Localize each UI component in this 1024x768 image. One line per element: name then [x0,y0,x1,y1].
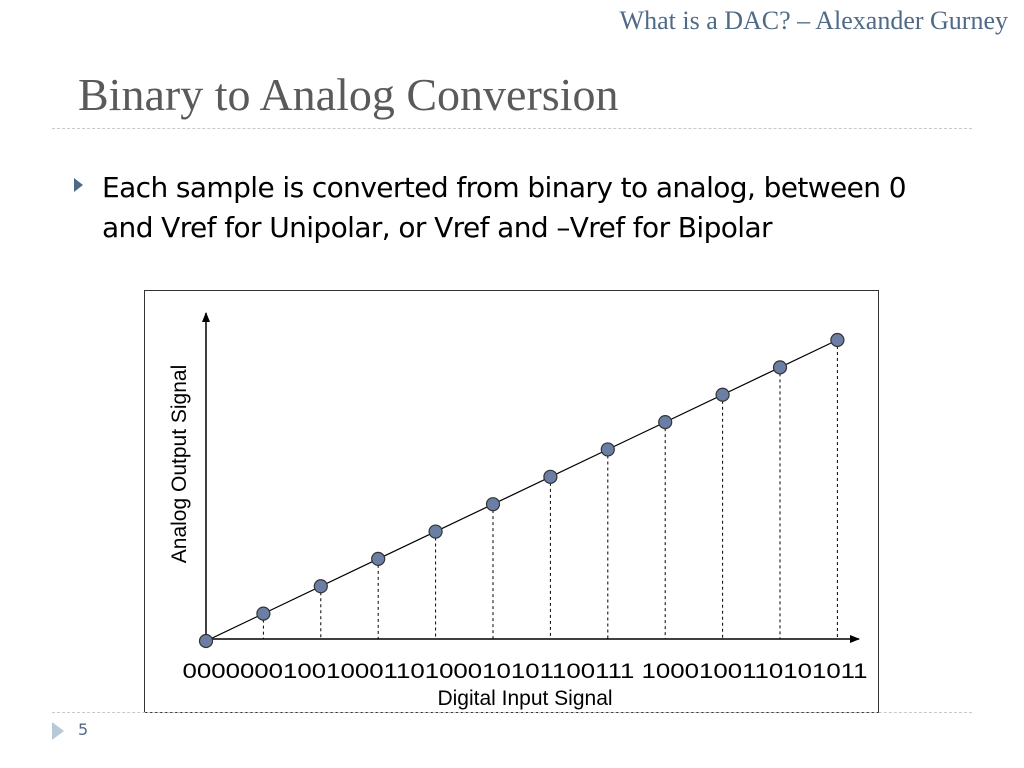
data-point-0101 [485,497,501,512]
chart-svg: 00000001001000110100010101100111 1000100… [168,312,868,710]
data-point-0000 [198,633,214,649]
slide-title: Binary to Analog Conversion [78,69,619,120]
data-point-0100 [428,524,443,539]
data-point-1000 [658,414,673,430]
data-point-1010 [772,360,788,375]
y-axis-label: Analog Output Signal [168,365,191,563]
data-point-0010 [313,579,328,594]
data-point-0001 [256,606,271,621]
page-number: 5 [78,720,89,739]
footer-divider [52,712,972,713]
trend-line [205,339,838,642]
data-point-1001 [715,387,730,402]
bullet-arrow-icon [74,178,83,192]
slide-footer-arrow-icon [52,722,64,740]
title-divider [52,128,972,129]
x-tick-labels: 00000001001000110100010101100111 1000100… [183,660,868,683]
header-title: What is a DAC? – Alexander Gurney [619,6,1008,35]
data-point-1011 [830,332,845,348]
data-point-0111 [600,442,615,457]
data-point-0110 [543,469,558,484]
bullet-text: Each sample is converted from binary to … [102,171,907,244]
chart-figure: 00000001001000110100010101100111 1000100… [144,290,879,713]
data-point-0011 [371,551,386,567]
x-axis-label: Digital Input Signal [437,687,612,710]
